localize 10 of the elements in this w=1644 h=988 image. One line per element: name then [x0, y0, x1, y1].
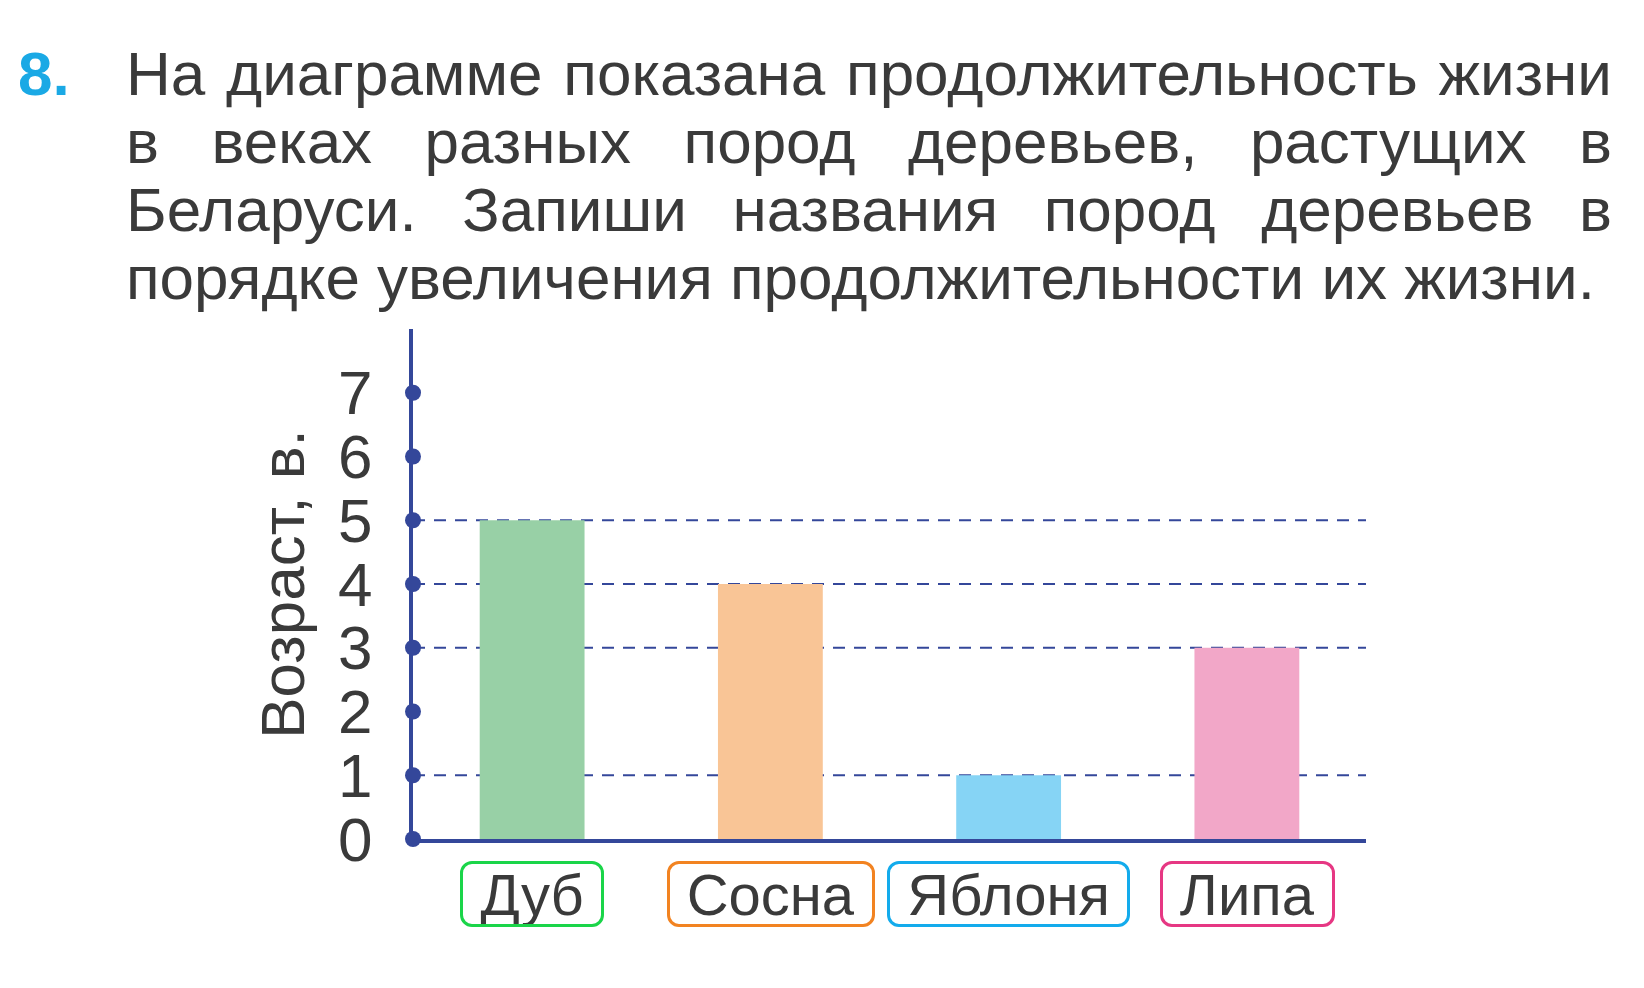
x-tick-label: Яблоня [907, 861, 1110, 927]
x-tick-label: Липа [1179, 861, 1315, 927]
chart-title: 8. На диаграмме показана продолжительность жизни в веках разных пород деревьев, растущих в Беларуси. Запиши названия пород деревьев в порядке увеличения продолжительности их жизни. [18, 39, 1612, 312]
x-tick-label: Сосна [686, 861, 855, 927]
y-axis-title: Возраст, в. [248, 429, 318, 739]
bar [717, 584, 823, 839]
x-tick-label: Дуб [480, 861, 584, 927]
bar [956, 775, 1062, 839]
bar [479, 520, 585, 839]
bar [1194, 647, 1300, 839]
